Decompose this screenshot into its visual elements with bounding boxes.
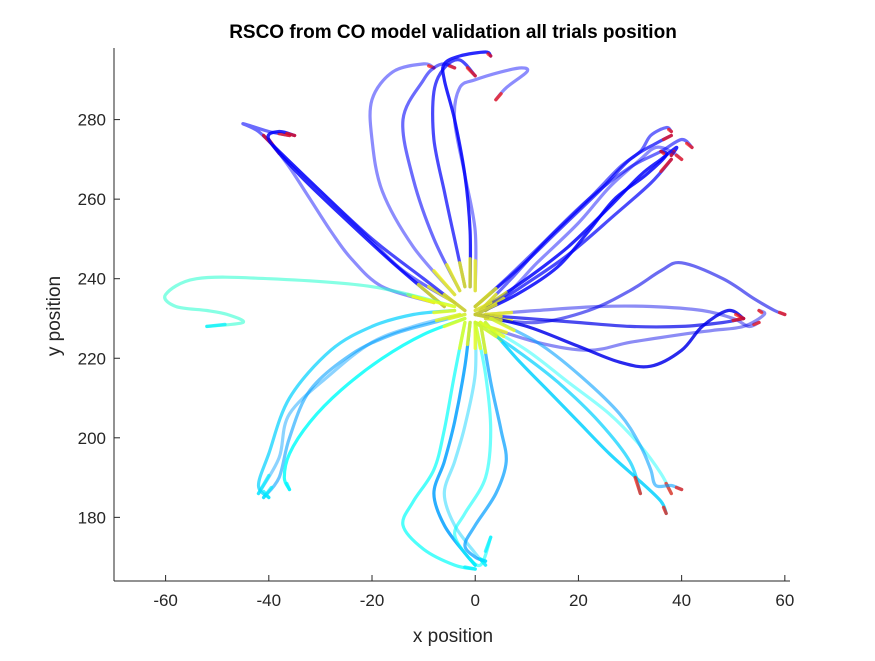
y-axis-label: y position (44, 276, 65, 356)
trajectory-start-segment (473, 320, 483, 351)
y-tick-label: 200 (78, 429, 106, 448)
trajectory-end-segment (285, 131, 297, 138)
trajectory-start-segment (473, 302, 498, 317)
trajectory-start-segment (445, 263, 462, 293)
trajectory-line (473, 308, 746, 369)
trajectory-start-segment (442, 316, 467, 329)
axes (113, 48, 790, 582)
trajectory-line (483, 320, 668, 515)
y-tick-label: 240 (78, 270, 106, 289)
trajectory-line (473, 312, 746, 329)
trajectory-line (478, 320, 673, 496)
trajectory-end-segment (752, 320, 761, 327)
trajectory-line (442, 320, 488, 567)
x-tick-label: -20 (360, 591, 385, 610)
trajectory-end-segment (465, 66, 477, 78)
y-tick-label: 220 (78, 349, 106, 368)
x-tick-label: 20 (569, 591, 588, 610)
trajectory-end-segment (667, 127, 674, 134)
trajectory-start-segment (434, 312, 462, 323)
trajectory-line (453, 320, 493, 568)
trajectory-line (441, 50, 493, 289)
trajectory-start-segment (458, 320, 467, 351)
trajectory-start-segment (432, 269, 457, 297)
trajectory-end-segment (685, 141, 694, 150)
trajectory-start-segment (478, 320, 506, 339)
trajectory-end-segment (447, 64, 457, 70)
trajectory-end-segment (205, 322, 227, 329)
trajectory-line (483, 260, 787, 325)
trajectory-start-segment (411, 294, 457, 309)
trajectory-line (431, 58, 477, 289)
y-tick-label: 260 (78, 190, 106, 209)
trajectory-end-segment (674, 485, 684, 492)
trajectory-end-segment (494, 92, 503, 102)
x-tick-label: -40 (257, 591, 282, 610)
y-tick-label: 280 (78, 111, 106, 130)
trajectory-line (401, 320, 477, 571)
trajectory-end-segment (285, 481, 292, 492)
trajectory-end-segment (661, 133, 674, 142)
y-ticks: 180 200 220 240 260 280 (78, 111, 120, 527)
trajectory-end-segment (674, 153, 684, 162)
trajectory-line (163, 275, 457, 328)
trajectory-start-segment (489, 316, 516, 333)
trajectory-end-segment (661, 505, 668, 516)
trajectory-start-segment (442, 292, 467, 313)
trajectory-line (489, 316, 684, 492)
trajectory-end-segment (463, 565, 477, 571)
trajectory-end-segment (734, 312, 746, 321)
trajectory-line (483, 304, 761, 329)
trajectory-end-segment (777, 310, 787, 317)
trajectory-line (483, 157, 673, 313)
trajectory-line (256, 308, 457, 500)
trajectory-line (256, 312, 462, 496)
trajectory-start-segment (473, 286, 498, 309)
chart-title: RSCO from CO model validation all trials… (229, 22, 677, 43)
trajectory-line (262, 312, 467, 500)
trajectory-end-segment (256, 473, 271, 496)
trajectory-end-segment (669, 149, 676, 158)
trajectory-start-segment (458, 261, 467, 289)
trajectory-line (282, 316, 467, 492)
trajectory-line (267, 137, 436, 305)
trajectory-start-segment (465, 320, 472, 347)
trajectory-line (401, 62, 462, 293)
y-tick-label: 180 (78, 508, 106, 527)
x-tick-label: 40 (672, 591, 691, 610)
trajectory-end-segment (478, 557, 488, 563)
x-tick-label: 60 (775, 591, 794, 610)
x-ticks: -60 -40 -20 0 20 40 60 (153, 575, 794, 610)
trajectory-lines (163, 50, 787, 571)
trajectory-start-segment (473, 312, 503, 323)
trajectory-line (368, 62, 457, 297)
trajectory-end-segment (261, 489, 271, 500)
trajectory-start-segment (478, 292, 498, 313)
trajectory-line (473, 320, 642, 496)
trajectory-end-segment (633, 475, 643, 496)
trajectory-line (452, 66, 530, 293)
trajectory-line (266, 129, 446, 309)
trajectory-line (473, 149, 669, 317)
trajectory-end-segment (483, 535, 493, 553)
x-tick-label: 0 (470, 591, 479, 610)
trajectory-start-segment (473, 320, 498, 339)
x-tick-label: -60 (153, 591, 178, 610)
trajectory-line (478, 137, 694, 313)
trajectory-end-segment (757, 308, 764, 315)
trajectory-start-segment (432, 308, 457, 315)
trajectory-line (473, 308, 767, 352)
trajectory-end-segment (486, 52, 493, 58)
trajectory-line (463, 320, 508, 563)
trajectory-end-segment (659, 149, 666, 156)
x-axis-label: x position (413, 626, 493, 647)
trajectory-end-segment (659, 157, 674, 174)
